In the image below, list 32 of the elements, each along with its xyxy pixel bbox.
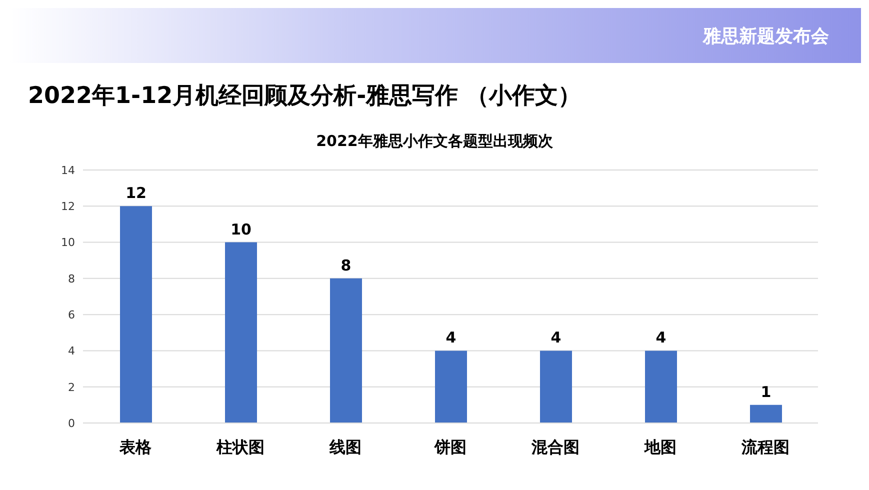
x-tick-label: 混合图 [530, 437, 580, 456]
bar [225, 242, 257, 423]
chart-title: 2022年1-12月机经回顾及分析-雅思写作 （小作文） [28, 82, 582, 111]
y-tick-label: 12 [61, 200, 75, 214]
y-tick-label: 10 [61, 236, 75, 250]
y-tick-label: 6 [68, 308, 75, 322]
x-tick-label: 线图 [328, 437, 362, 456]
bar [435, 350, 467, 423]
text: 雅思新题发布会 [703, 25, 829, 48]
bar [120, 206, 152, 423]
data-label: 12 [126, 184, 146, 202]
y-tick-label: 4 [68, 344, 75, 358]
bar [540, 350, 572, 423]
x-tick-label: 地图 [644, 437, 676, 456]
bar [750, 404, 782, 423]
y-tick-label: 2 [68, 380, 75, 394]
bar [330, 278, 362, 423]
data-label: 10 [230, 220, 252, 238]
data-label: 1 [760, 382, 772, 401]
chart-subtitle: 2022年雅思小作文各题型出现频次 [315, 132, 554, 151]
data-label: 4 [656, 328, 666, 347]
data-label: 8 [340, 256, 352, 274]
bar [645, 350, 677, 423]
y-tick-label: 14 [61, 164, 75, 177]
x-tick-label: 流程图 [740, 437, 790, 456]
y-tick-label: 8 [68, 272, 75, 286]
x-tick-label: 表格 [118, 437, 152, 456]
x-tick-label: 饼图 [434, 437, 466, 456]
y-tick-label: 0 [68, 416, 75, 430]
x-tick-label: 柱状图 [216, 437, 264, 456]
data-label: 4 [550, 328, 562, 347]
data-label: 4 [446, 328, 456, 347]
